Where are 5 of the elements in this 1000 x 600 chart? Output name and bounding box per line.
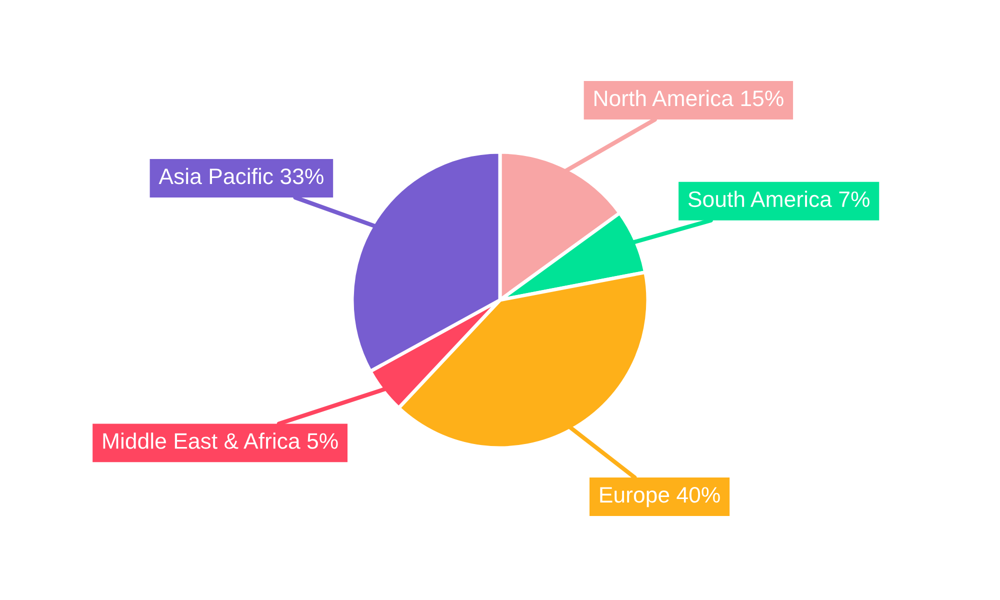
slice-label: Middle East & Africa 5% [103,432,338,449]
slice-label: Asia Pacific 33% [158,168,324,184]
slice-label: Europe 40% [600,486,720,508]
slice-label: South America 7% [688,190,870,208]
slice-label: North America 15% [594,90,784,106]
